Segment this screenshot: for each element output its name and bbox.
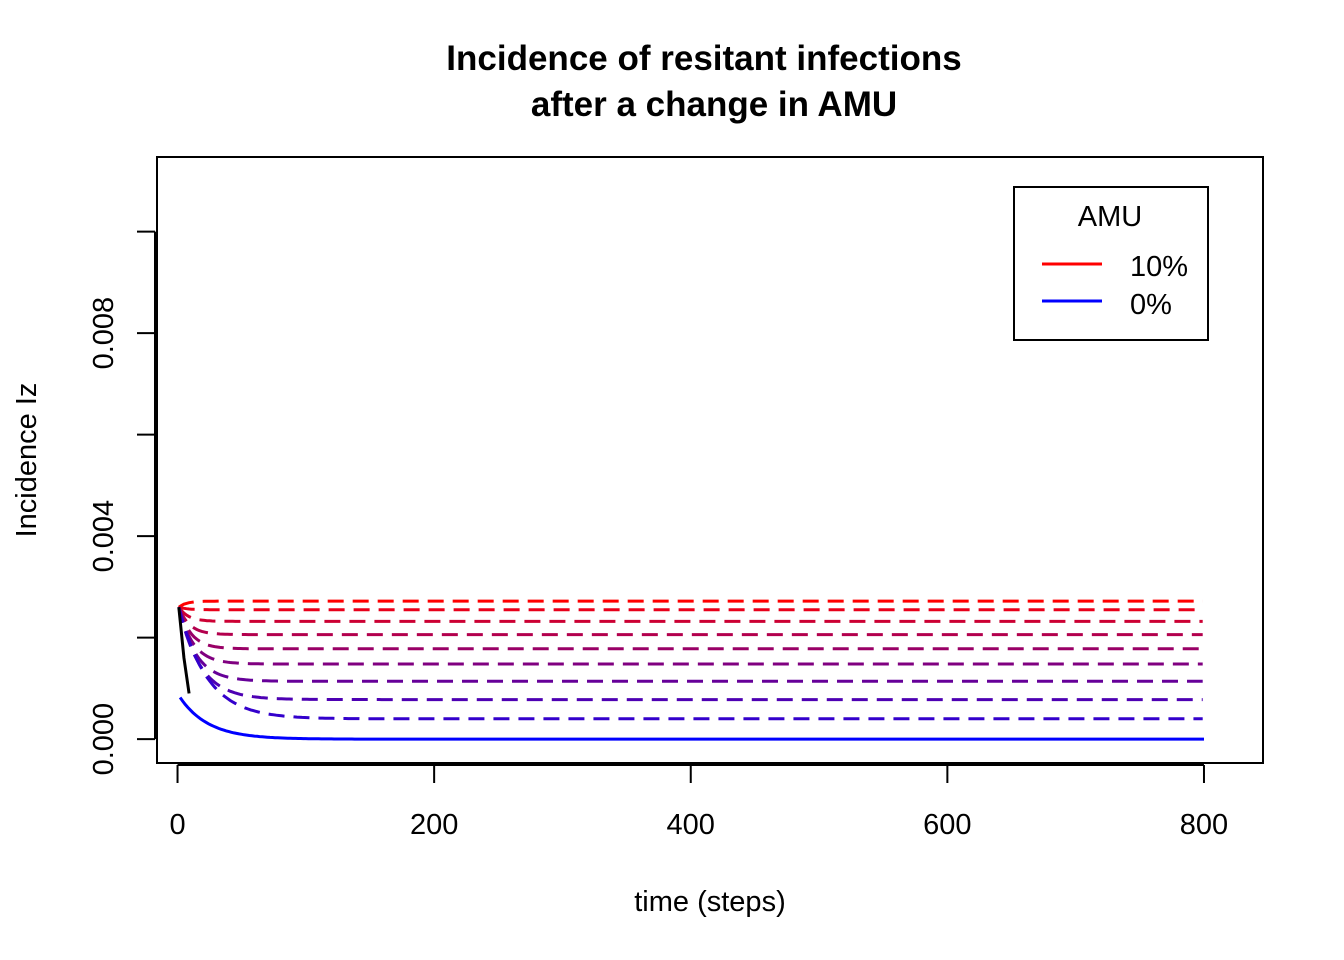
chart-title-line1: Incidence of resitant infections: [446, 39, 961, 78]
legend-title: AMU: [1078, 201, 1142, 233]
series-line: [177, 599, 1203, 609]
x-tick-label: 400: [667, 809, 715, 841]
x-tick-label: 0: [169, 809, 185, 841]
legend-label-10pct: 10%: [1130, 251, 1188, 283]
y-tick-label: 0.004: [88, 500, 120, 573]
chart-title-line2: after a change in AMU: [531, 85, 897, 124]
plot-frame: [156, 156, 1264, 764]
series-line: [178, 605, 1203, 612]
x-tick-label: 800: [1180, 809, 1228, 841]
series-line: [177, 606, 1203, 637]
legend-label-0pct: 0%: [1130, 289, 1172, 321]
x-axis: 0 200 400 600 800: [169, 764, 1228, 841]
x-axis-label: time (steps): [634, 886, 785, 918]
series-line: [177, 606, 1203, 623]
series-line: [177, 606, 1203, 666]
series-line: [177, 606, 1203, 683]
x-tick-label: 600: [923, 809, 971, 841]
legend: AMU 10% 0%: [1013, 186, 1209, 341]
series-line: [177, 606, 1203, 651]
series-line: [177, 606, 1203, 702]
y-tick-label: 0.000: [88, 703, 120, 776]
y-axis-label: Incidence Iz: [11, 383, 43, 538]
x-tick-label: 200: [410, 809, 458, 841]
series-line: [177, 606, 1203, 721]
series-layer: [177, 599, 1204, 741]
series-line: [178, 696, 1204, 741]
series-initial-drop: [177, 607, 191, 694]
y-tick-label: 0.008: [88, 297, 120, 370]
y-axis: 0.000 0.004 0.008: [88, 230, 156, 776]
